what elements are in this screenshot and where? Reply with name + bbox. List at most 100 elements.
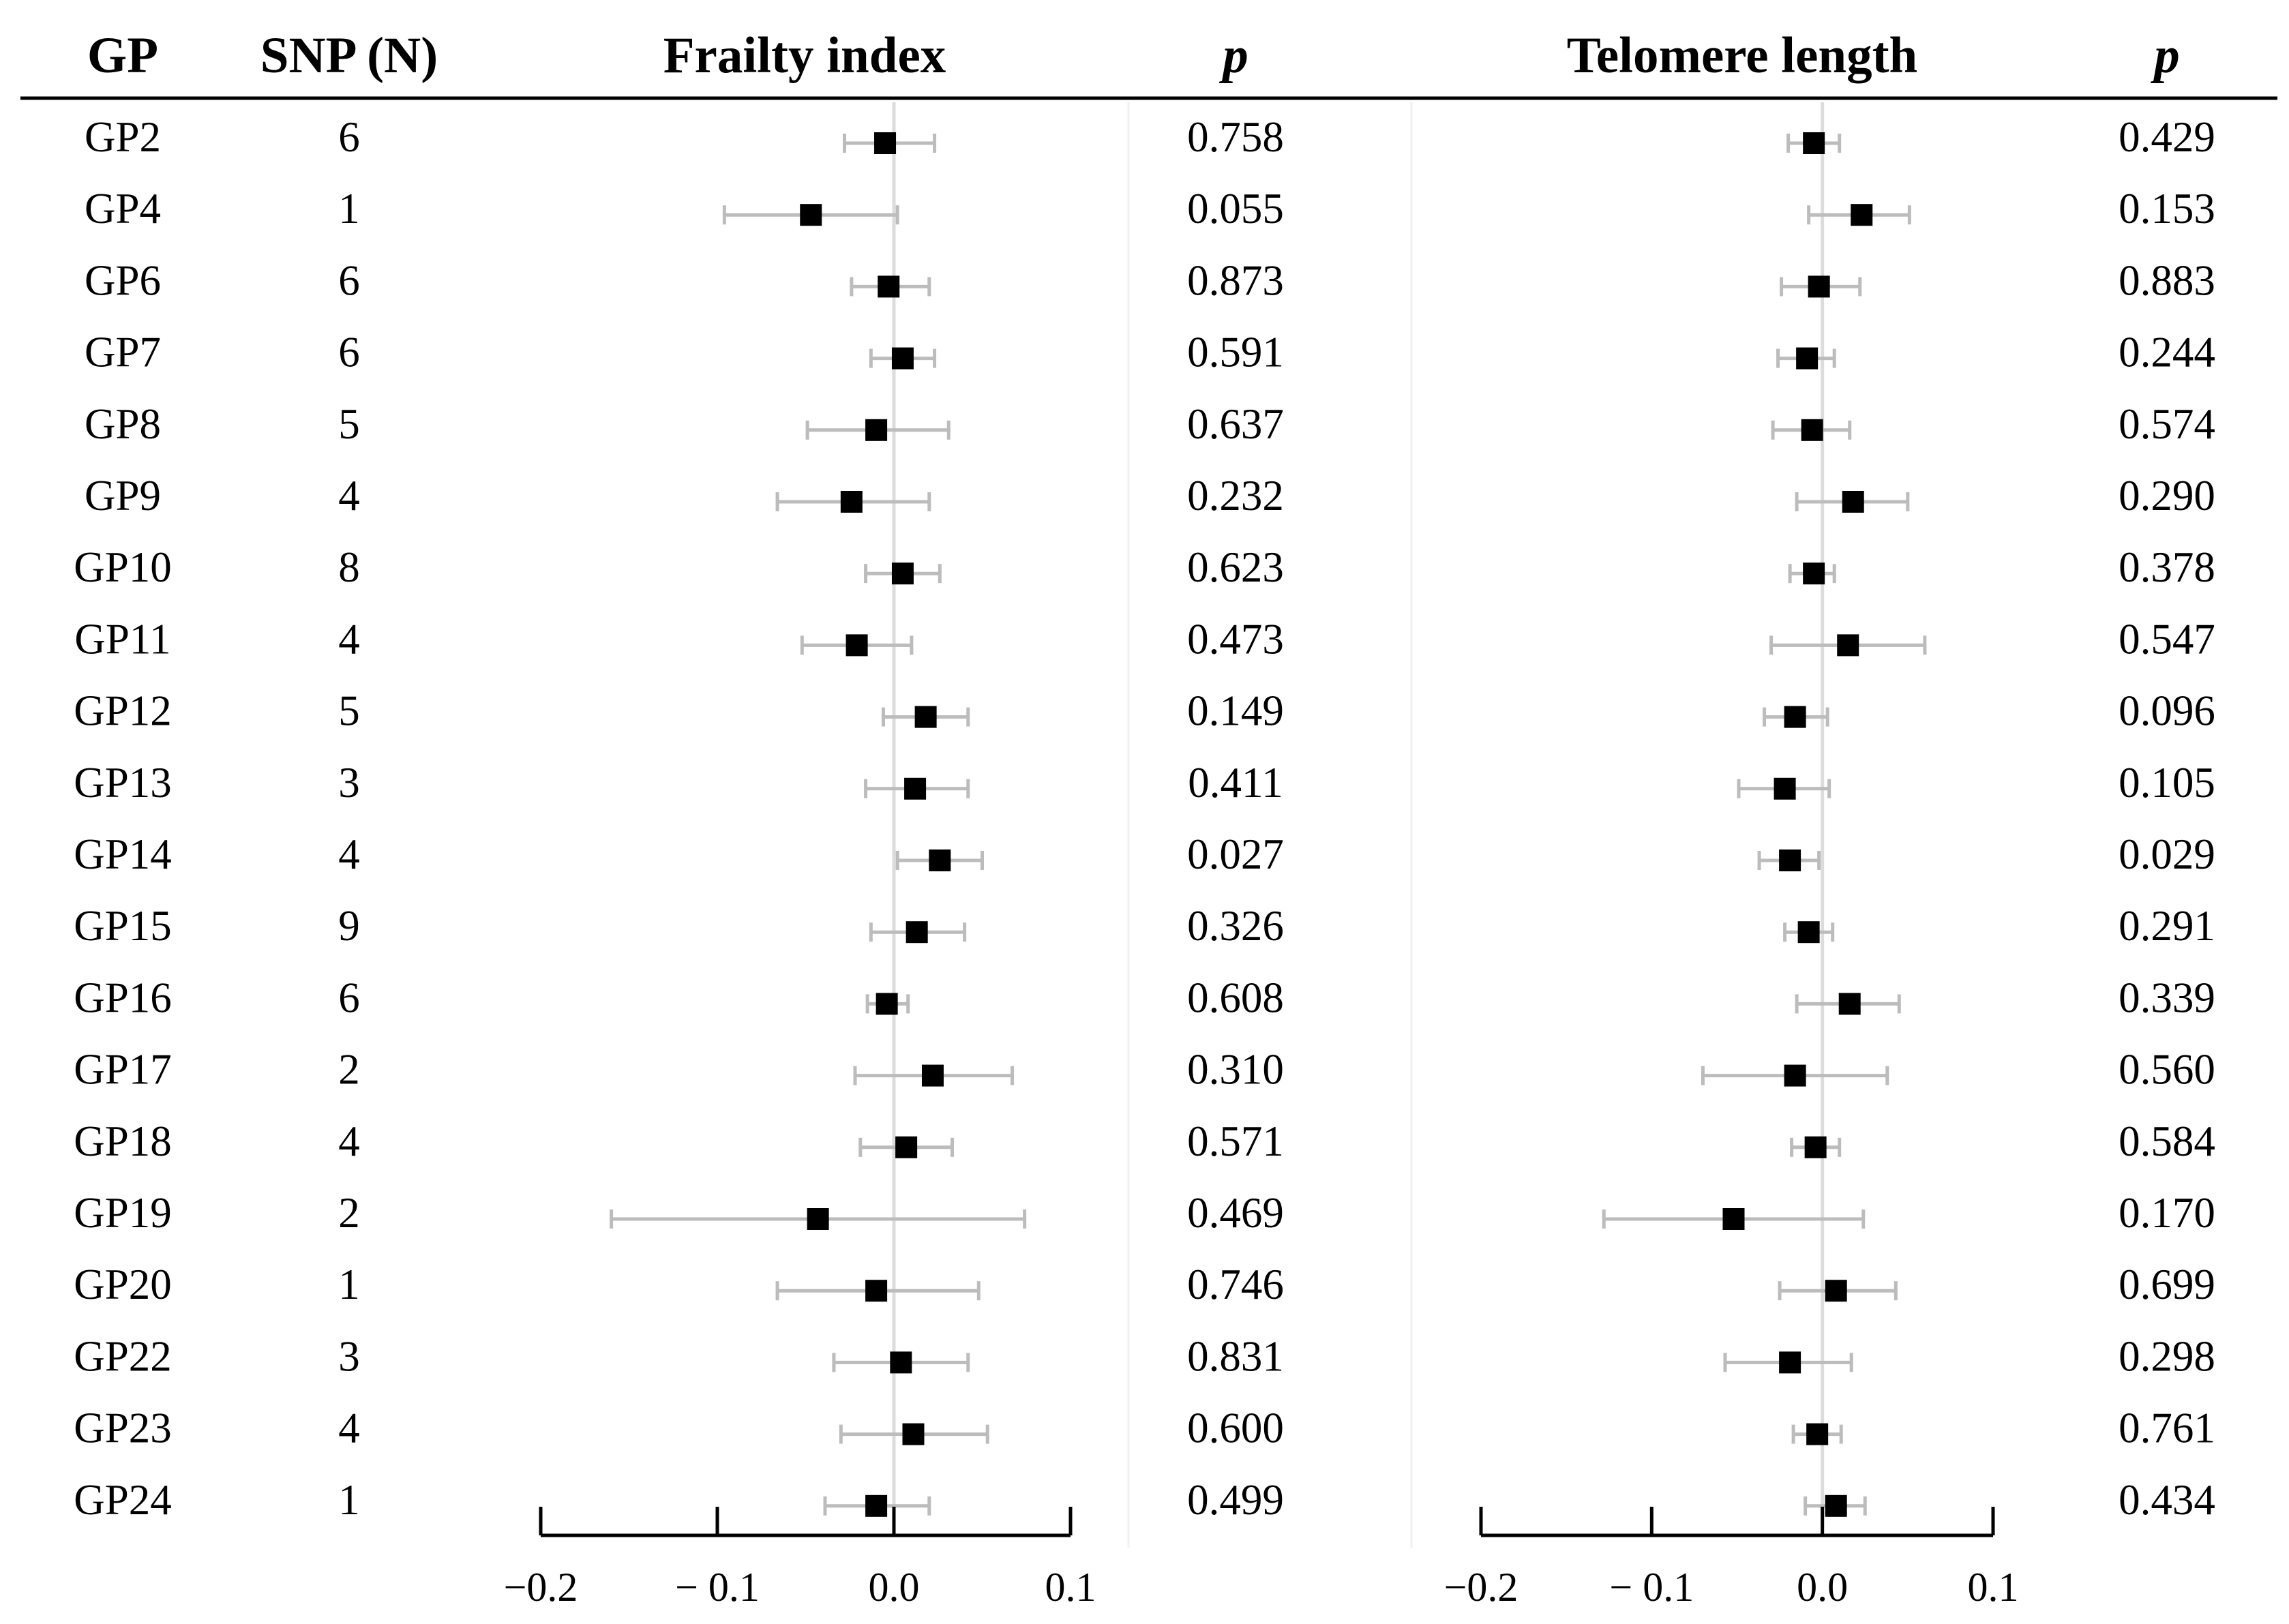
frailty-p-value: 0.473 <box>1187 615 1284 663</box>
telomere-estimate-point <box>1774 777 1796 800</box>
frailty-estimate <box>895 849 984 871</box>
table-row: GP6 6 0.873 0.883 <box>85 256 2215 304</box>
snp-count: 6 <box>338 113 360 161</box>
telomere-estimate <box>1776 347 1836 370</box>
gp-label: GP16 <box>74 974 172 1021</box>
telomere-estimate <box>1804 1494 1867 1517</box>
header-p-frailty: p <box>1218 27 1248 84</box>
frailty-estimate-point <box>895 1136 918 1158</box>
rows-layer: GP2 6 0.758 0.429 GP4 1 0.055 0.153 GP6 6 0.873 0.8… <box>74 102 2215 1529</box>
gp-label: GP20 <box>74 1261 172 1308</box>
header-gp: GP <box>87 27 158 84</box>
snp-count: 6 <box>338 329 360 376</box>
table-row: GP9 4 0.232 0.290 <box>85 472 2215 520</box>
frailty-tick-label: 0.1 <box>1045 1565 1096 1610</box>
frailty-estimate-point <box>865 419 888 441</box>
snp-count: 1 <box>338 1476 360 1524</box>
telomere-estimate-point <box>1837 634 1859 657</box>
snp-count: 3 <box>338 759 360 807</box>
frailty-estimate <box>823 1494 931 1517</box>
gp-label: GP23 <box>74 1404 172 1452</box>
frailty-estimate <box>864 777 970 800</box>
table-row: GP15 9 0.326 0.291 <box>74 902 2215 950</box>
table-row: GP11 4 0.473 0.547 <box>74 615 2215 663</box>
frailty-estimate-point <box>840 491 863 513</box>
frailty-tick-label: 0.0 <box>869 1565 920 1610</box>
snp-count: 6 <box>338 974 360 1021</box>
frailty-estimate-point <box>874 132 897 154</box>
table-row: GP24 1 0.499 0.434 <box>74 1476 2215 1524</box>
telomere-estimate <box>1602 1208 1866 1230</box>
snp-count: 4 <box>338 1404 360 1452</box>
frailty-estimate-point <box>890 1351 912 1374</box>
telomere-p-value: 0.029 <box>2119 830 2215 878</box>
telomere-p-value: 0.547 <box>2119 615 2215 663</box>
gp-label: GP17 <box>74 1046 172 1094</box>
telomere-estimate <box>1763 706 1829 728</box>
snp-count: 4 <box>338 615 360 663</box>
frailty-p-value: 0.232 <box>1187 472 1284 520</box>
gp-label: GP12 <box>74 687 172 735</box>
telomere-estimate-point <box>1779 849 1801 871</box>
snp-count: 4 <box>338 830 360 878</box>
frailty-estimate-point <box>902 1423 925 1445</box>
telomere-estimate-point <box>1784 1064 1806 1087</box>
snp-count: 4 <box>338 1117 360 1165</box>
telomere-estimate-point <box>1779 1351 1801 1374</box>
frailty-p-value: 0.027 <box>1187 830 1284 878</box>
telomere-estimate <box>1786 132 1842 154</box>
snp-count: 2 <box>338 1046 360 1094</box>
frailty-p-value: 0.831 <box>1187 1332 1284 1380</box>
gp-label: GP13 <box>74 759 172 807</box>
telomere-estimate <box>1723 1351 1853 1374</box>
telomere-p-value: 0.584 <box>2119 1117 2215 1165</box>
frailty-estimate <box>864 562 942 585</box>
snp-count: 5 <box>338 400 360 448</box>
frailty-p-value: 0.637 <box>1187 400 1284 448</box>
snp-count: 4 <box>338 472 360 520</box>
frailty-estimate <box>842 132 937 154</box>
frailty-estimate <box>850 275 931 298</box>
telomere-estimate-point <box>1722 1208 1745 1230</box>
frailty-estimate-point <box>865 1494 888 1517</box>
table-row: GP4 1 0.055 0.153 <box>85 185 2215 232</box>
telomere-estimate-point <box>1825 1280 1847 1302</box>
gp-label: GP22 <box>74 1332 172 1380</box>
telomere-axis: −0.2 − 0.1 0.0 0.1 <box>1444 1507 2019 1610</box>
snp-count: 2 <box>338 1189 360 1237</box>
telomere-tick-label: −0.2 <box>1444 1565 1518 1610</box>
gp-label: GP9 <box>85 472 161 520</box>
frailty-estimate-point <box>846 634 868 657</box>
table-row: GP12 5 0.149 0.096 <box>74 687 2215 735</box>
table-row: GP10 8 0.623 0.378 <box>74 543 2215 591</box>
frailty-estimate <box>869 921 967 944</box>
table-row: GP23 4 0.600 0.761 <box>74 1404 2215 1452</box>
gp-label: GP6 <box>85 256 161 304</box>
header-frailty: Frailty index <box>663 27 946 84</box>
frailty-estimate <box>865 993 910 1015</box>
frailty-estimate-point <box>891 562 914 585</box>
telomere-estimate <box>1795 993 1901 1015</box>
telomere-p-value: 0.298 <box>2119 1332 2215 1380</box>
gp-label: GP19 <box>74 1189 172 1237</box>
frailty-estimate-point <box>914 706 937 728</box>
frailty-p-value: 0.469 <box>1187 1189 1284 1237</box>
telomere-tick-label: − 0.1 <box>1609 1565 1694 1610</box>
table-row: GP22 3 0.831 0.298 <box>74 1332 2215 1380</box>
snp-count: 1 <box>338 185 360 232</box>
gp-label: GP18 <box>74 1117 172 1165</box>
telomere-estimate-point <box>1803 132 1825 154</box>
telomere-estimate <box>1701 1064 1889 1087</box>
frailty-p-value: 0.873 <box>1187 256 1284 304</box>
telomere-estimate-point <box>1842 491 1864 513</box>
table-row: GP8 5 0.637 0.574 <box>85 400 2215 448</box>
frailty-estimate <box>853 1064 1015 1087</box>
telomere-estimate <box>1795 491 1910 513</box>
telomere-p-value: 0.153 <box>2119 185 2215 232</box>
header-snp: SNP (N) <box>260 27 438 84</box>
telomere-estimate <box>1783 921 1835 944</box>
telomere-p-value: 0.170 <box>2119 1189 2215 1237</box>
telomere-estimate <box>1791 1423 1843 1445</box>
telomere-estimate-point <box>1803 562 1825 585</box>
